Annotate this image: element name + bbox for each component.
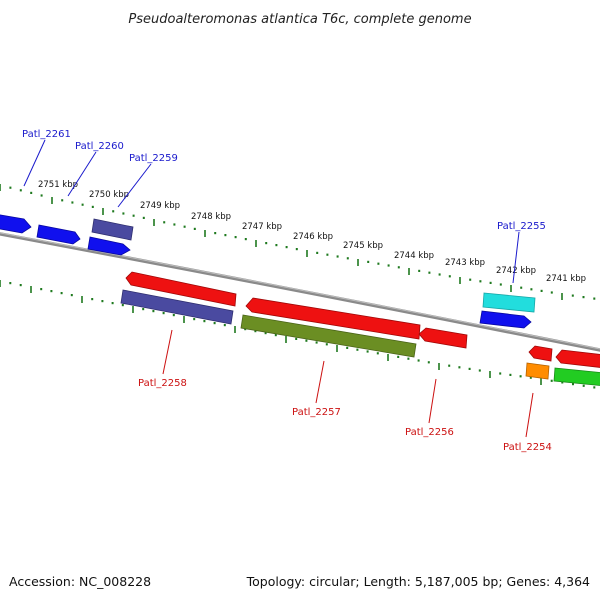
leader-lines [23, 139, 534, 438]
accession-text: Accession: NC_008228 [9, 574, 151, 589]
gene-label-patl-2258[interactable]: Patl_2258 [138, 378, 187, 389]
gene-arrow-green[interactable] [553, 367, 600, 386]
ruler-label-2745: 2745 kbp [343, 241, 383, 251]
ruler-label-2741: 2741 kbp [546, 274, 586, 284]
ruler-label-2751: 2751 kbp [38, 180, 78, 190]
gene-label-patl-2261[interactable]: Patl_2261 [22, 129, 71, 140]
gene-arrow-patl-2254[interactable] [525, 362, 550, 380]
gene-arrow-red-3[interactable] [528, 345, 553, 362]
gene-arrow-blue-left[interactable] [0, 214, 32, 234]
ruler-label-2742: 2742 kbp [496, 266, 536, 276]
gene-label-patl-2254[interactable]: Patl_2254 [503, 442, 552, 453]
ruler-label-2743: 2743 kbp [445, 258, 485, 268]
gene-arrow-patl-2255[interactable] [482, 292, 536, 313]
leader-patl-2259 [117, 163, 152, 208]
ruler-label-2747: 2747 kbp [242, 222, 282, 232]
ruler-labels: 2751 kbp 2750 kbp 2749 kbp 2748 kbp 2747… [38, 180, 586, 284]
gene-label-patl-2259[interactable]: Patl_2259 [129, 153, 178, 164]
ruler-label-2746: 2746 kbp [293, 232, 333, 242]
gene-arrow-patl-2256[interactable] [418, 327, 468, 349]
genome-backbone [0, 232, 600, 352]
gene-label-patl-2260[interactable]: Patl_2260 [75, 141, 124, 152]
genome-backbone-highlight [0, 232, 600, 350]
gene-arrow-red-2[interactable] [245, 297, 421, 340]
ruler-label-2744: 2744 kbp [394, 251, 434, 261]
leader-patl-2260 [67, 151, 97, 197]
ruler-label-2749: 2749 kbp [140, 201, 180, 211]
leader-patl-2258 [162, 329, 173, 375]
gene-label-patl-2256[interactable]: Patl_2256 [405, 427, 454, 438]
gene-arrow-blue-2[interactable] [87, 236, 131, 256]
ruler-label-2750: 2750 kbp [89, 190, 129, 200]
reverse-genes [120, 271, 600, 386]
gene-arrow-patl-2259[interactable] [91, 218, 134, 241]
gene-label-patl-2257[interactable]: Patl_2257 [292, 407, 341, 418]
gene-arrow-red-1[interactable] [125, 271, 237, 307]
genome-summary-text: Topology: circular; Length: 5,187,005 bp… [246, 574, 590, 589]
gene-labels: Patl_2261 Patl_2260 Patl_2259 Patl_2255 … [22, 129, 552, 453]
gene-arrow-patl-2260[interactable] [36, 224, 81, 245]
genome-title: Pseudoalteromonas atlantica T6c, complet… [128, 12, 471, 27]
ruler-label-2748: 2748 kbp [191, 212, 231, 222]
leader-patl-2254 [525, 392, 534, 438]
gene-arrow-patl-2257[interactable] [240, 314, 417, 358]
leader-patl-2261 [23, 139, 46, 187]
ruler-forward [0, 184, 596, 300]
gene-arrow-red-4[interactable] [555, 349, 600, 368]
leader-patl-2256 [428, 378, 437, 424]
forward-genes [0, 214, 536, 329]
leader-patl-2257 [315, 360, 325, 404]
gene-label-patl-2255[interactable]: Patl_2255 [497, 221, 546, 232]
gene-arrow-patl-2258[interactable] [120, 289, 234, 325]
leader-patl-2255 [512, 231, 520, 284]
gene-arrow-blue-right[interactable] [479, 310, 532, 329]
